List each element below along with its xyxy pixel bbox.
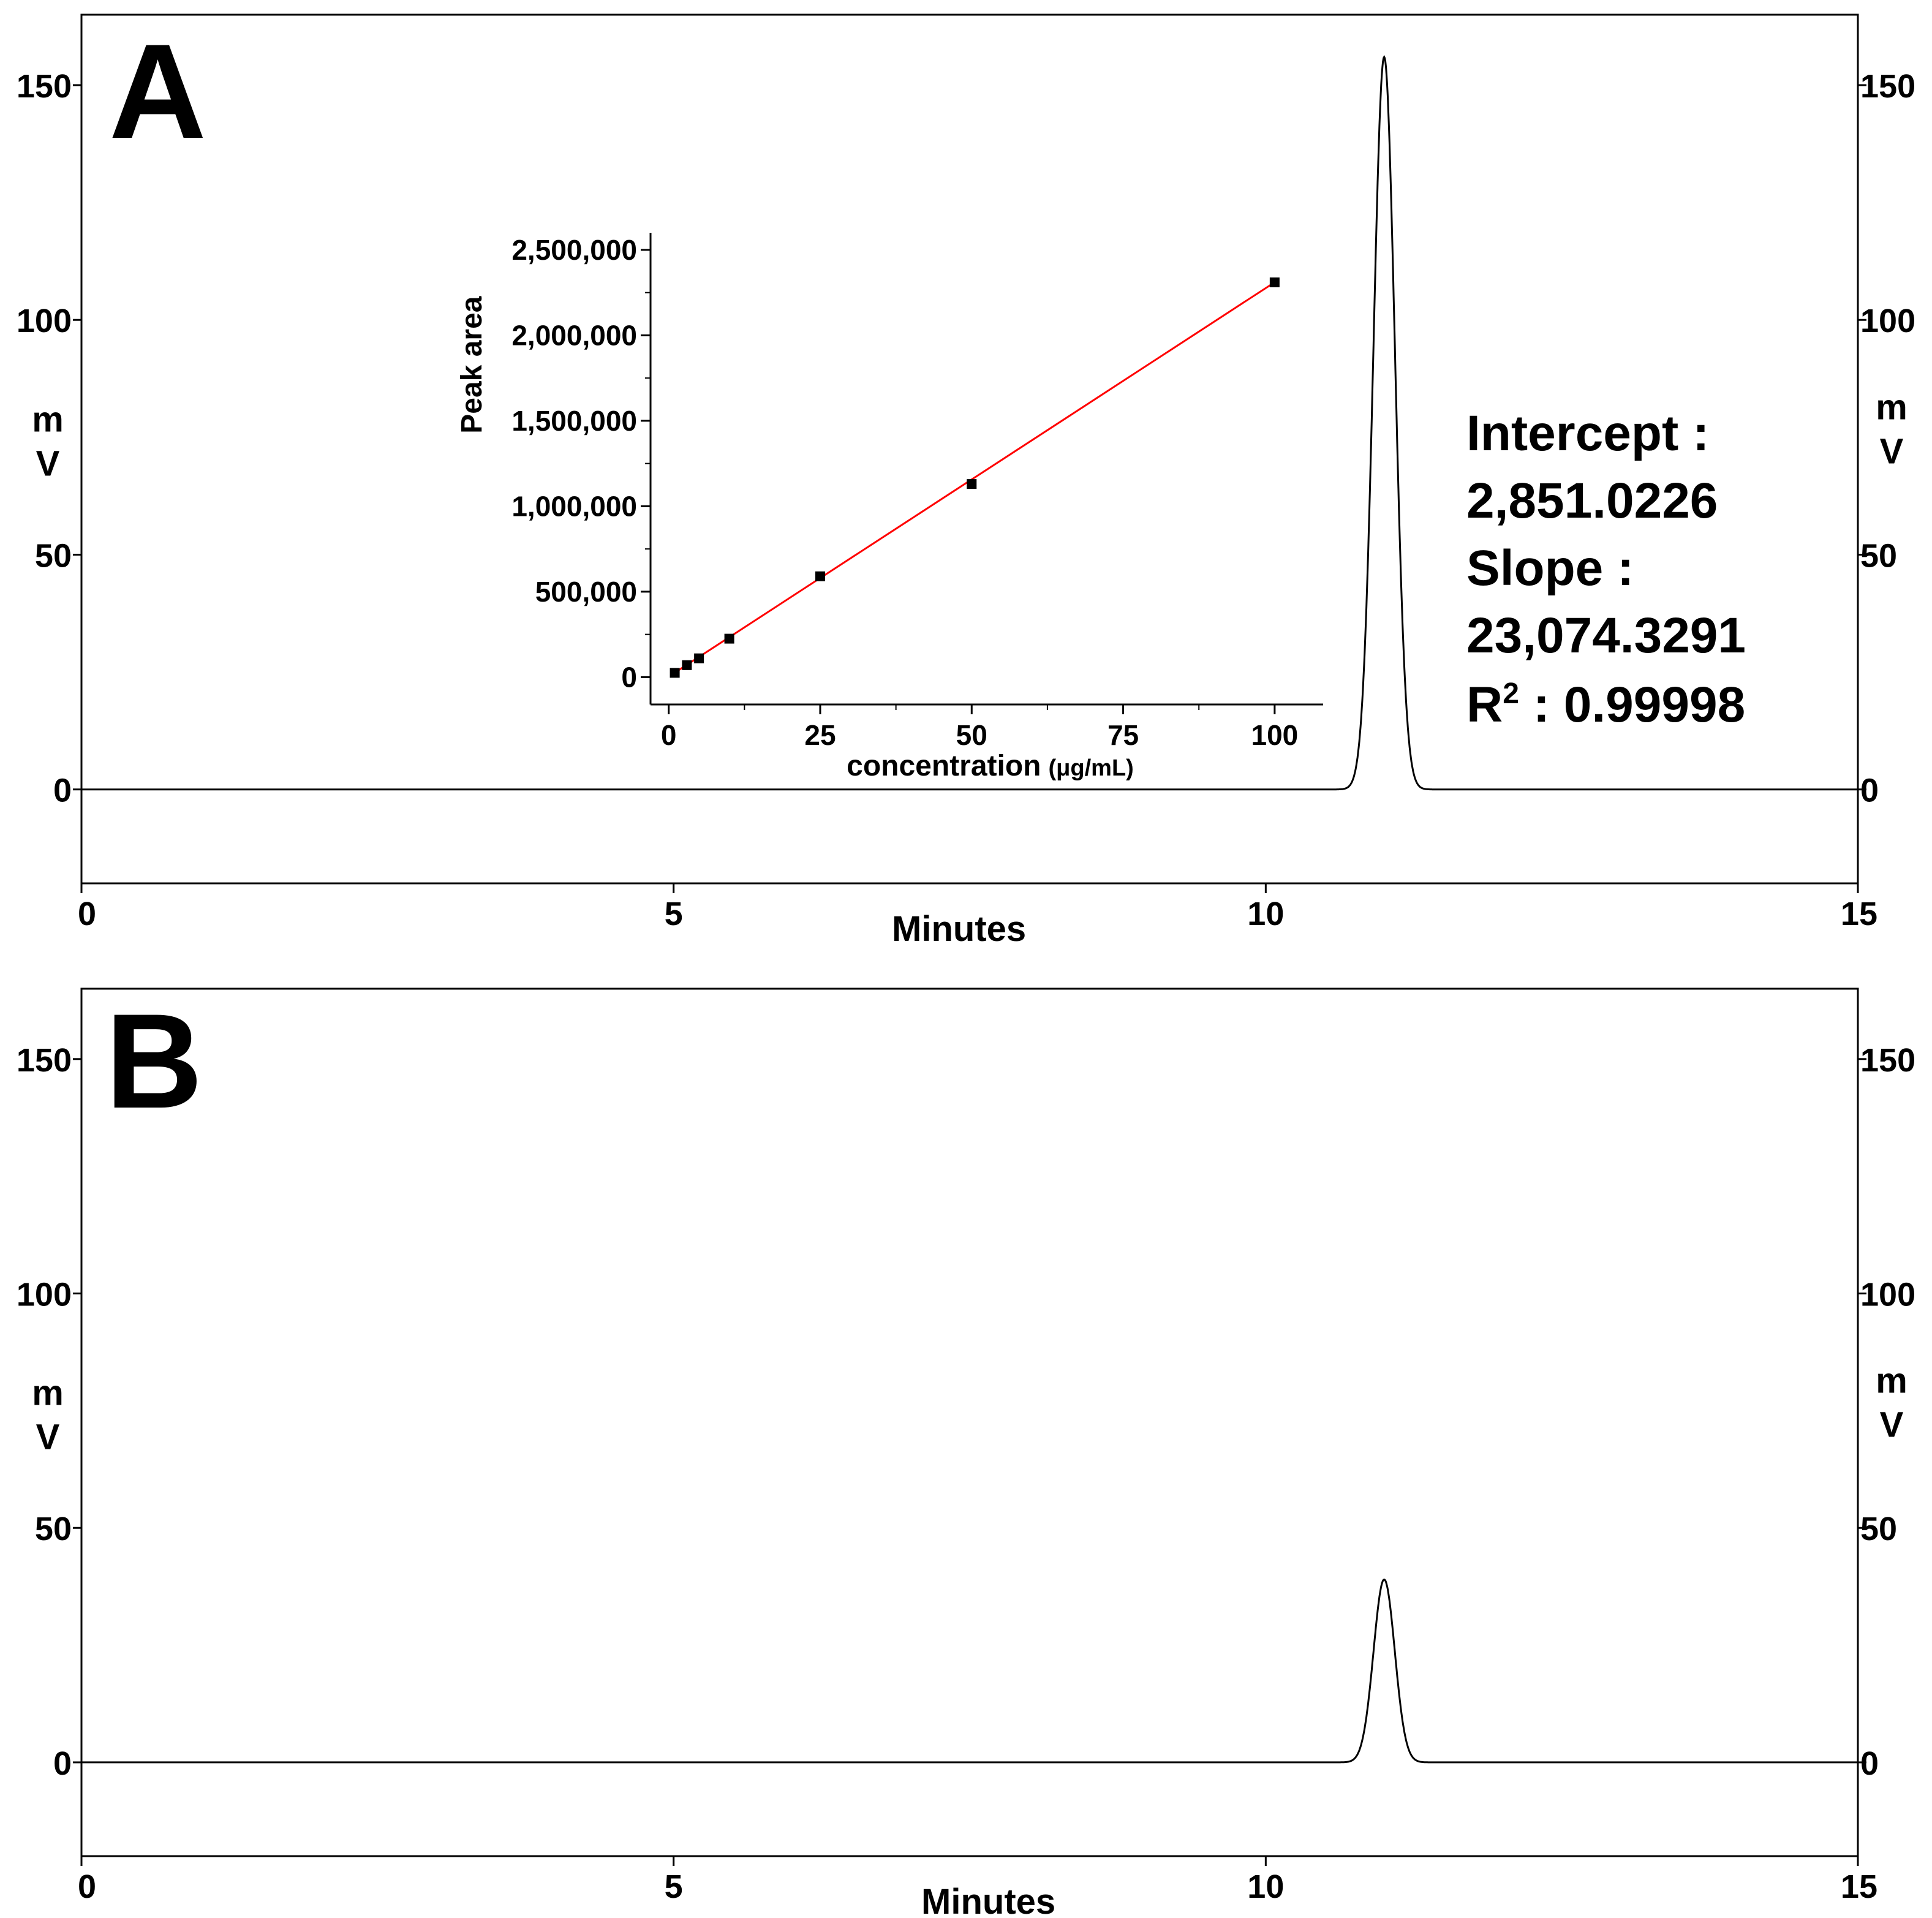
y-tick-label-left: 50: [35, 537, 72, 574]
intercept-label: Intercept :: [1466, 406, 1709, 461]
inset-x-tick-label: 100: [1251, 719, 1298, 751]
panel-label: B: [105, 986, 203, 1136]
r2-superscript: 2: [1503, 678, 1519, 710]
x-tick-label: 5: [665, 896, 683, 932]
y-axis-title-right: V: [1880, 432, 1904, 472]
chromatogram-line: [81, 55, 1858, 791]
y-axis-title-left: m: [32, 1373, 64, 1413]
x-axis-title: Minutes: [921, 1882, 1055, 1918]
r2-base: R: [1466, 677, 1503, 733]
y-tick-label-right: 0: [1860, 1745, 1879, 1782]
y-axis-title-left: V: [36, 1418, 60, 1457]
x-tick-label: 5: [665, 1868, 683, 1905]
inset-data-point: [967, 479, 977, 489]
y-tick-label-right: 50: [1860, 537, 1897, 574]
inset-y-tick-label: 1,000,000: [511, 490, 637, 522]
y-axis-title-left: V: [36, 444, 60, 484]
plot-frame: [80, 987, 1859, 1857]
inset-x-tick-label: 75: [1108, 719, 1139, 751]
x-tick-label: 10: [1247, 896, 1284, 932]
y-tick-label-right: 0: [1860, 772, 1879, 809]
intercept-value: 2,851.0226: [1466, 473, 1718, 529]
inset-y-tick-label: 1,500,000: [511, 405, 637, 437]
plot-frame: [80, 13, 1859, 885]
r-squared-annotation: R2 : 0.99998: [1466, 677, 1745, 733]
y-tick-label-left: 0: [53, 1745, 72, 1782]
slope-label: Slope :: [1466, 540, 1634, 596]
x-tick-label: 15: [1841, 1868, 1877, 1905]
inset-x-tick-label: 50: [956, 719, 987, 751]
inset-y-axis-title: Peak area: [456, 296, 488, 434]
y-tick-label-left: 100: [17, 1277, 72, 1313]
inset-y-tick-label: 2,000,000: [511, 319, 637, 351]
inset-data-point: [670, 668, 680, 678]
r2-value: : 0.99998: [1519, 677, 1745, 733]
panel-label: A: [109, 16, 206, 167]
x-tick-label: 10: [1247, 1868, 1284, 1905]
inset-plot: 0 500,000 1,000,000 1,500,000 2,000,000 2,500…: [456, 233, 1323, 782]
y-tick-label-right: 100: [1860, 303, 1915, 339]
inset-y-tick-label: 0: [621, 661, 637, 693]
y-axis-title-left: m: [32, 400, 64, 440]
inset-x-axis-title: concentration (μg/mL): [847, 750, 1134, 782]
x-axis-title: Minutes: [892, 909, 1026, 949]
y-axis-title-right: m: [1876, 1361, 1907, 1401]
y-tick-label-left: 50: [35, 1511, 72, 1547]
inset-data-point: [724, 633, 734, 644]
y-tick-label-right: 100: [1860, 1277, 1915, 1313]
y-tick-label-right: 150: [1860, 1042, 1915, 1079]
inset-data-point: [815, 571, 825, 581]
y-tick-label-left: 100: [17, 303, 72, 339]
y-tick-label-left: 150: [17, 1042, 72, 1079]
x-tick-label: 15: [1841, 896, 1877, 932]
y-tick-label-right: 150: [1860, 68, 1915, 105]
y-axis-title-right: V: [1880, 1405, 1904, 1445]
inset-data-point: [694, 653, 704, 663]
inset-x-tick-label: 0: [661, 719, 677, 751]
inset-fit-line: [674, 281, 1275, 674]
y-axis-title-right: m: [1876, 388, 1907, 428]
inset-y-tick-label: 500,000: [535, 576, 637, 608]
slope-value: 23,074.3291: [1466, 608, 1746, 663]
inset-x-tick-label: 25: [804, 719, 836, 751]
chromatogram-line: [81, 1578, 1858, 1764]
inset-data-point: [682, 660, 692, 670]
inset-x-axis-unit: (μg/mL): [1049, 755, 1134, 781]
inset-x-axis-title-text: concentration: [847, 750, 1041, 782]
y-tick-label-left: 150: [17, 68, 72, 105]
inset-data-point: [1269, 277, 1280, 287]
y-tick-label-left: 0: [53, 772, 72, 809]
x-tick-label: 0: [78, 1868, 96, 1905]
x-tick-label: 0: [78, 896, 96, 932]
y-tick-label-right: 50: [1860, 1511, 1897, 1547]
inset-y-tick-label: 2,500,000: [511, 234, 637, 266]
